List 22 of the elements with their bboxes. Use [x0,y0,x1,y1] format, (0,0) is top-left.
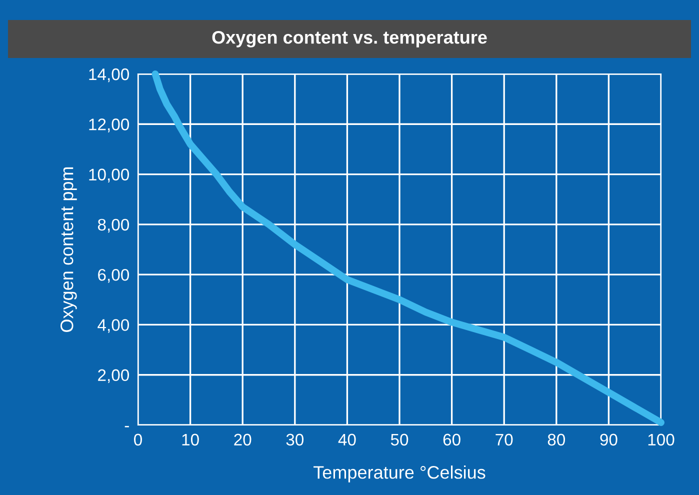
x-tick-label: 90 [600,434,618,446]
x-tick-label: 20 [234,434,252,446]
y-tick-label: - [124,426,129,428]
x-tick-label: 70 [496,434,513,446]
x-axis-title: Temperature °Celsius [314,466,486,482]
y-tick-label: 6,00 [98,268,130,283]
x-tick-label: 10 [182,434,199,446]
x-tick-label: 30 [286,434,304,446]
x-tick-label: 60 [443,434,460,446]
y-tick-label: 8,00 [98,218,130,233]
y-tick-label: 10,00 [89,168,130,182]
y-tick-label: 14,00 [89,68,130,82]
x-tick-label: 100 [648,434,674,446]
x-tick-label: 0 [134,434,142,446]
chart-title: Oxygen content vs. temperature [212,30,487,48]
y-tick-label: 12,00 [89,118,130,132]
x-tick-label: 80 [548,434,566,446]
y-axis-title: Oxygen content ppm [60,167,77,332]
y-tick-label: 4,00 [98,319,130,333]
x-tick-label: 50 [390,434,408,446]
y-tick-label: 2,00 [98,369,130,384]
x-tick-label: 40 [338,434,356,446]
